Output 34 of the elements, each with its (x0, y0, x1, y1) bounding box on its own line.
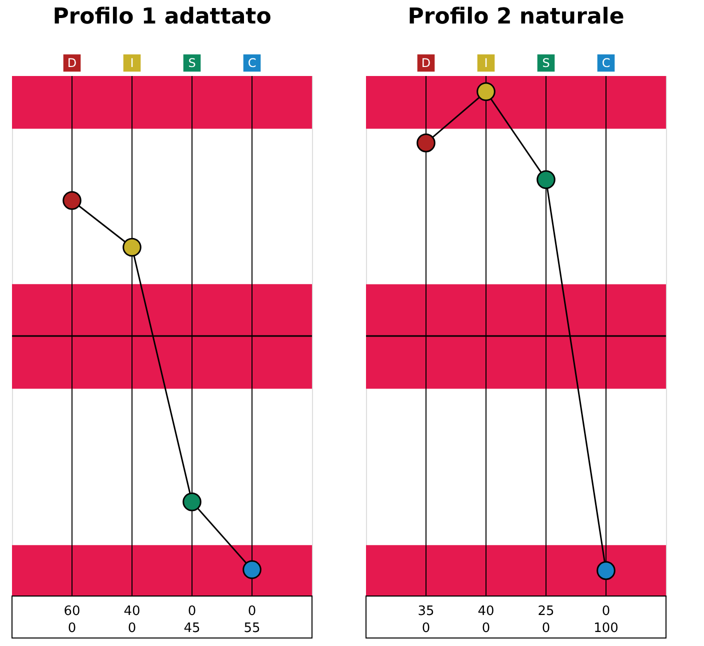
text: 55 (244, 621, 260, 636)
text: 45 (184, 621, 200, 636)
text: 0 (542, 621, 550, 636)
point (596, 561, 616, 580)
x-tick-label: D (67, 56, 77, 70)
point (536, 170, 556, 189)
text: 0 (602, 604, 610, 619)
point (476, 82, 496, 102)
text: 0 (128, 621, 136, 636)
x-tick-label: D (421, 56, 431, 70)
x-tick-label: C (248, 56, 256, 70)
x-tick-label: C (602, 56, 610, 70)
point (182, 492, 202, 512)
text: 100 (594, 621, 618, 636)
point (242, 560, 262, 579)
text: 60 (64, 604, 80, 619)
text: 0 (68, 621, 76, 636)
text: 35 (418, 604, 434, 619)
x-tick-label: I (484, 56, 488, 70)
text: 0 (422, 621, 430, 636)
x-tick-label: I (130, 56, 134, 70)
text: 40 (124, 604, 140, 619)
point (122, 238, 142, 257)
text: 0 (482, 621, 490, 636)
text: 0 (248, 604, 256, 619)
point (62, 191, 82, 210)
text: 0 (188, 604, 196, 619)
point (416, 134, 436, 152)
text: 25 (538, 604, 554, 619)
text: 40 (478, 604, 494, 619)
x-tick-label: S (188, 56, 196, 70)
chart-title: Profilo 1 adattato (52, 4, 272, 30)
x-tick-label: S (542, 56, 550, 70)
chart-title: Profilo 2 naturale (408, 4, 624, 30)
